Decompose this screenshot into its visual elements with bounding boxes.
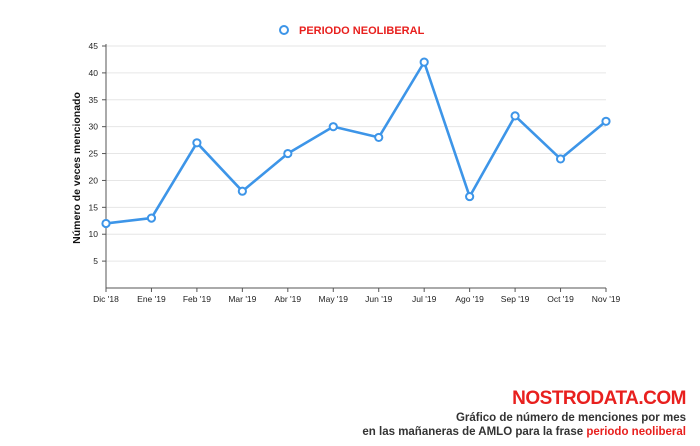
data-point xyxy=(601,116,611,126)
x-tick-labels: Dic '18 Ene '19 Feb '19 Mar '19 Abr '19 May '… xyxy=(93,294,620,304)
data-point xyxy=(146,213,157,223)
chart-caption: Gráfico de número de menciones por mes e… xyxy=(362,411,686,439)
series-line xyxy=(105,60,607,225)
y-tick-label: 20 xyxy=(89,175,99,185)
brand-logo-text: NOSTRODATA.COM xyxy=(512,388,686,409)
series-layer xyxy=(101,57,611,229)
x-tick-label: Feb '19 xyxy=(183,294,211,304)
caption-line-2-text: en las mañaneras de AMLO para la frase xyxy=(362,426,587,438)
data-point xyxy=(192,138,202,148)
legend-marker xyxy=(279,25,289,35)
data-point xyxy=(465,191,475,202)
data-point xyxy=(328,122,338,132)
x-tick-label: Sep '19 xyxy=(501,294,530,304)
data-point xyxy=(555,154,566,164)
y-tick-label: 15 xyxy=(89,202,99,212)
x-tick-label: May '19 xyxy=(319,294,349,304)
caption-line-2: en las mañaneras de AMLO para la frase p… xyxy=(362,425,686,439)
y-tick-label: 30 xyxy=(89,122,99,132)
x-tick-label: Abr '19 xyxy=(274,294,301,304)
data-point xyxy=(510,111,520,121)
y-tick-label: 40 xyxy=(89,68,99,78)
data-point xyxy=(283,148,293,159)
caption-highlight: periodo neoliberal xyxy=(586,426,686,438)
line-chart: 5 10 15 20 25 30 35 40 45 Dic '18 Ene '19 Feb '19 M… xyxy=(71,25,621,304)
data-point xyxy=(374,132,384,143)
y-tick-label: 5 xyxy=(93,256,98,266)
legend: PERIODO NEOLIBERAL xyxy=(279,25,425,37)
x-tick-label: Ene '19 xyxy=(137,294,166,304)
x-tick-label: Ago '19 xyxy=(455,294,484,304)
y-tick-label: 25 xyxy=(89,149,99,159)
y-tick-label: 45 xyxy=(89,41,99,51)
data-point xyxy=(419,57,429,67)
x-tick-label: Nov '19 xyxy=(592,294,621,304)
y-axis-label: Número de veces mencionado xyxy=(71,92,83,244)
grid-lines xyxy=(106,45,606,262)
x-tick-label: Jul '19 xyxy=(412,294,437,304)
data-point xyxy=(101,218,111,229)
y-tick-label: 35 xyxy=(89,95,99,105)
data-point xyxy=(237,186,247,196)
y-tick-label: 10 xyxy=(89,229,99,239)
y-tick-labels: 5 10 15 20 25 30 35 40 45 xyxy=(89,41,99,266)
legend-label: PERIODO NEOLIBERAL xyxy=(299,25,425,37)
x-tick-label: Jun '19 xyxy=(365,294,392,304)
x-tick-label: Oct '19 xyxy=(547,294,574,304)
axes xyxy=(102,44,607,292)
x-tick-label: Mar '19 xyxy=(228,294,256,304)
x-tick-label: Dic '18 xyxy=(93,294,119,304)
caption-line-1: Gráfico de número de menciones por mes xyxy=(455,412,686,424)
